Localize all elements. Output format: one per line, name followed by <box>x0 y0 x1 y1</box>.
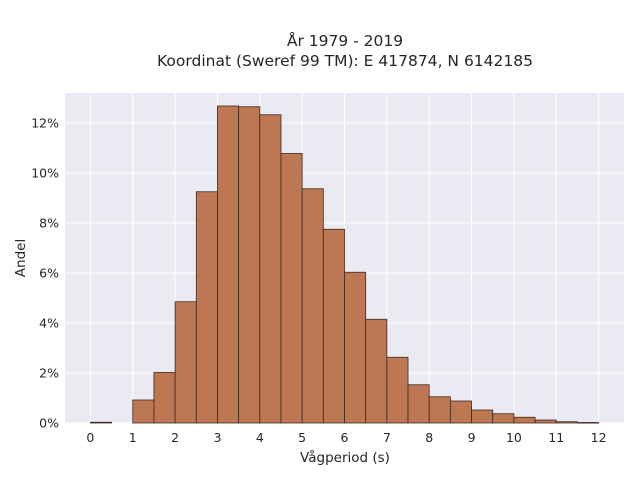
y-axis-label: Andel <box>13 239 29 277</box>
x-tick-label: 7 <box>383 430 391 445</box>
chart-subtitle: Koordinat (Sweref 99 TM): E 417874, N 61… <box>157 52 533 70</box>
histogram-bar <box>344 271 367 424</box>
x-axis-ticks: 0 1 2 3 4 5 6 7 8 9 10 11 12 <box>86 430 606 445</box>
x-tick-label: 11 <box>548 430 564 445</box>
histogram-bar <box>428 396 451 424</box>
x-axis-label: Vågperiod (s) <box>300 449 390 466</box>
y-tick-label: 12% <box>31 116 59 131</box>
x-tick-label: 8 <box>425 430 433 445</box>
histogram-bars <box>90 105 599 424</box>
x-tick-label: 12 <box>591 430 607 445</box>
y-tick-label: 8% <box>39 216 59 231</box>
x-tick-label: 2 <box>171 430 179 445</box>
histogram-bar <box>365 318 388 424</box>
histogram-bar <box>449 400 472 424</box>
x-tick-label: 9 <box>468 430 476 445</box>
histogram-bar <box>90 421 112 424</box>
y-tick-label: 6% <box>39 266 59 281</box>
histogram-bar <box>301 188 324 424</box>
histogram-bar <box>132 399 155 424</box>
x-tick-label: 4 <box>256 430 264 445</box>
histogram-bar <box>492 413 515 424</box>
x-tick-label: 10 <box>506 430 522 445</box>
histogram-bar <box>153 372 176 424</box>
histogram-bar <box>555 421 578 424</box>
histogram-bar <box>513 416 536 424</box>
histogram-bar <box>174 301 197 424</box>
histogram-bar <box>195 191 218 424</box>
histogram-bar <box>386 356 409 424</box>
y-axis-ticks: 0% 2% 4% 6% 8% 10% 12% <box>31 116 59 431</box>
histogram-bar <box>217 105 240 424</box>
y-tick-label: 4% <box>39 316 59 331</box>
y-tick-label: 2% <box>39 366 59 381</box>
histogram-bar <box>471 409 494 424</box>
histogram-bar <box>407 384 430 424</box>
x-tick-label: 6 <box>341 430 349 445</box>
x-tick-label: 0 <box>86 430 94 445</box>
chart-title: År 1979 - 2019 <box>287 31 403 50</box>
histogram-bar <box>238 106 261 424</box>
histogram-bar <box>534 419 557 424</box>
histogram-bar <box>322 228 345 424</box>
y-tick-label: 0% <box>39 416 59 431</box>
x-tick-label: 5 <box>298 430 306 445</box>
x-tick-label: 1 <box>129 430 137 445</box>
histogram-bar <box>577 422 599 424</box>
histogram-bar <box>259 114 282 424</box>
y-tick-label: 10% <box>31 166 59 181</box>
x-tick-label: 3 <box>213 430 221 445</box>
histogram-bar <box>280 153 303 424</box>
